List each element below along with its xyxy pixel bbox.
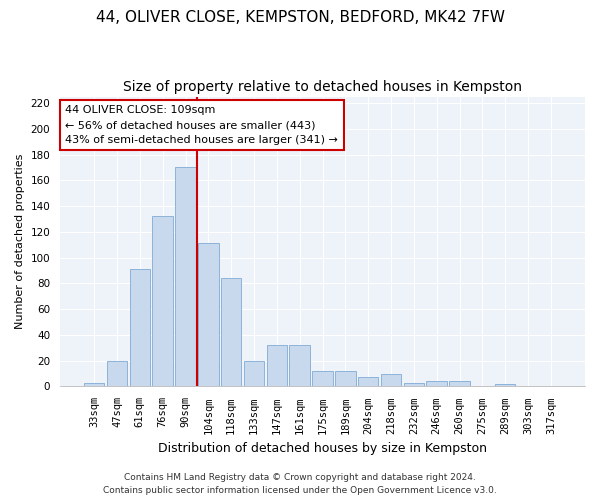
Bar (381, 374, 401, 386)
Bar (266, 345, 287, 387)
Text: Contains HM Land Registry data © Crown copyright and database right 2024.
Contai: Contains HM Land Registry data © Crown c… (103, 474, 497, 495)
Bar (175, 168, 196, 386)
Bar (198, 244, 218, 386)
Bar (495, 384, 515, 386)
Title: Size of property relative to detached houses in Kempston: Size of property relative to detached ho… (123, 80, 522, 94)
Bar (404, 382, 424, 386)
Bar (130, 269, 150, 386)
Text: 44, OLIVER CLOSE, KEMPSTON, BEDFORD, MK42 7FW: 44, OLIVER CLOSE, KEMPSTON, BEDFORD, MK4… (95, 10, 505, 25)
Bar (244, 360, 264, 386)
Y-axis label: Number of detached properties: Number of detached properties (15, 154, 25, 329)
Bar (427, 382, 447, 386)
Text: 44 OLIVER CLOSE: 109sqm
← 56% of detached houses are smaller (443)
43% of semi-d: 44 OLIVER CLOSE: 109sqm ← 56% of detache… (65, 106, 338, 145)
Bar (289, 345, 310, 387)
Bar (84, 382, 104, 386)
Bar (107, 360, 127, 386)
Bar (335, 371, 356, 386)
X-axis label: Distribution of detached houses by size in Kempston: Distribution of detached houses by size … (158, 442, 487, 455)
Bar (358, 378, 379, 386)
Bar (449, 382, 470, 386)
Bar (152, 216, 173, 386)
Bar (312, 371, 333, 386)
Bar (221, 278, 241, 386)
